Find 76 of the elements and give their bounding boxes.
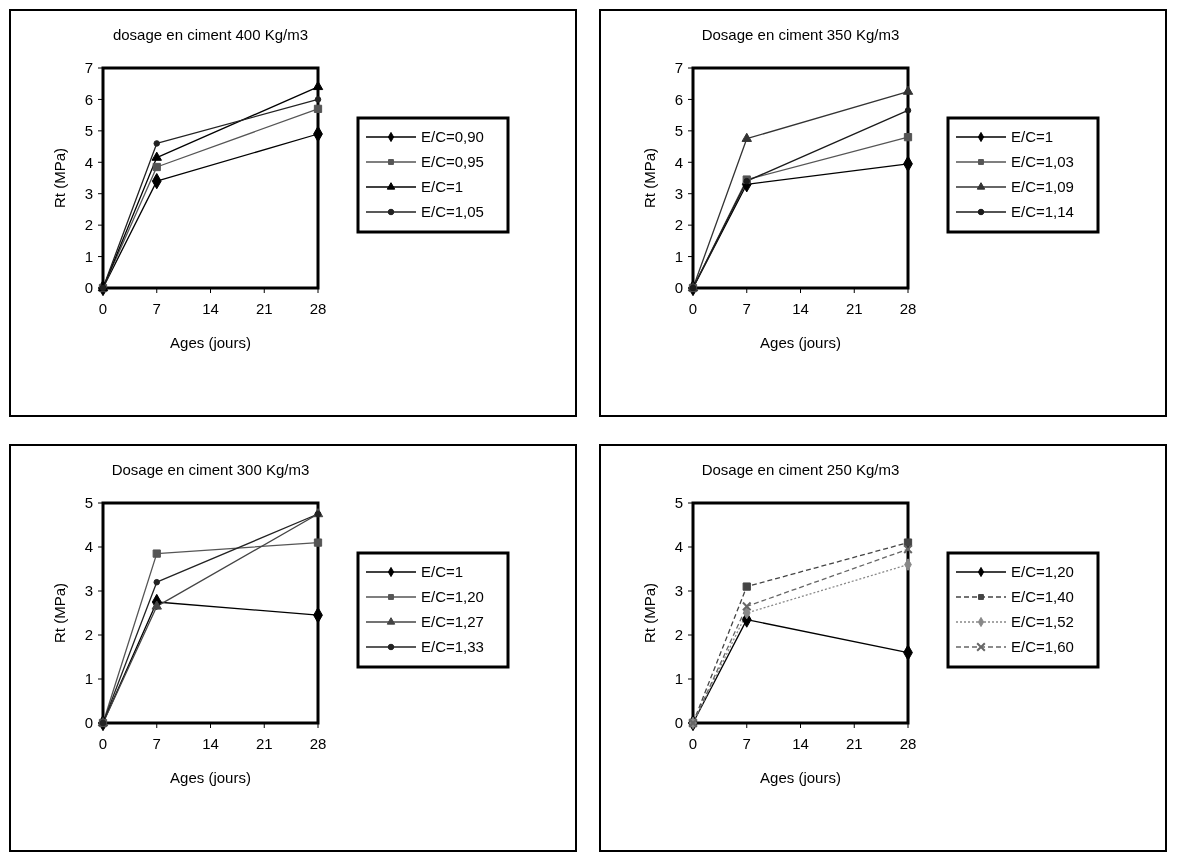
x-tick-label: 21 [255, 300, 273, 317]
x-axis-title: Ages (jours) [170, 334, 251, 351]
y-tick-label: 1 [84, 670, 93, 688]
x-tick-label: 7 [152, 735, 161, 752]
x-tick-label: 28 [899, 300, 917, 317]
y-tick-label: 0 [674, 714, 683, 732]
x-axis-title: Ages (jours) [170, 769, 251, 786]
y-tick-label: 4 [84, 153, 93, 171]
y-tick-label: 3 [674, 184, 683, 202]
x-tick-label: 0 [98, 300, 108, 317]
y-tick-label: 2 [674, 216, 683, 234]
legend-label: E/C=1,14 [1011, 203, 1074, 221]
y-tick-label: 2 [84, 626, 93, 644]
legend-label: E/C=0,95 [421, 153, 484, 171]
x-tick-label: 28 [309, 735, 327, 752]
y-tick-label: 5 [674, 122, 683, 140]
x-tick-label: 28 [309, 300, 327, 317]
legend-label: E/C=1 [421, 563, 464, 581]
y-axis-title: Rt (MPa) [641, 148, 658, 208]
y-tick-label: 4 [674, 153, 683, 171]
x-tick-label: 28 [899, 735, 917, 752]
y-tick-label: 0 [84, 279, 93, 297]
y-tick-label: 6 [84, 90, 93, 108]
x-tick-label: 0 [98, 735, 108, 752]
y-axis-title: Rt (MPa) [51, 148, 68, 208]
y-axis-title: Rt (MPa) [641, 583, 658, 643]
legend-label: E/C=1,33 [421, 638, 484, 656]
legend-label: E/C=1,05 [421, 203, 484, 221]
legend-label: E/C=1,40 [1011, 588, 1074, 606]
y-tick-label: 2 [84, 216, 93, 234]
y-tick-label: 1 [674, 670, 683, 688]
x-tick-label: 7 [742, 735, 751, 752]
chart-title: Dosage en ciment 250 Kg/m3 [701, 461, 900, 478]
y-tick-label: 0 [84, 714, 93, 732]
x-tick-label: 7 [152, 300, 161, 317]
x-tick-label: 21 [845, 300, 863, 317]
legend-label: E/C=0,90 [421, 128, 484, 146]
y-tick-label: 5 [84, 122, 93, 140]
legend-label: E/C=1,20 [421, 588, 484, 606]
legend-label: E/C=1,20 [1011, 563, 1074, 581]
x-axis-title: Ages (jours) [760, 769, 841, 786]
legend-label: E/C=1 [1011, 128, 1054, 146]
chart-title: Dosage en ciment 300 Kg/m3 [111, 461, 310, 478]
y-tick-label: 3 [84, 582, 93, 600]
y-tick-label: 3 [84, 184, 93, 202]
y-tick-label: 0 [674, 279, 683, 297]
x-tick-label: 0 [688, 300, 698, 317]
x-tick-label: 21 [845, 735, 863, 752]
x-tick-label: 7 [742, 300, 751, 317]
y-tick-label: 6 [674, 90, 683, 108]
chart-title: dosage en ciment 400 Kg/m3 [112, 26, 309, 43]
x-tick-label: 14 [202, 735, 219, 752]
legend-label: E/C=1 [421, 178, 464, 196]
y-tick-label: 4 [84, 538, 93, 556]
y-tick-label: 1 [674, 247, 683, 265]
y-tick-label: 5 [674, 494, 683, 512]
x-tick-label: 21 [255, 735, 273, 752]
y-tick-label: 3 [674, 582, 683, 600]
legend-label: E/C=1,27 [421, 613, 484, 631]
legend-label: E/C=1,60 [1011, 638, 1074, 656]
y-tick-label: 7 [674, 59, 683, 77]
chart-title: Dosage en ciment 350 Kg/m3 [701, 26, 900, 43]
y-tick-label: 2 [674, 626, 683, 644]
x-tick-label: 0 [688, 735, 698, 752]
legend-label: E/C=1,03 [1011, 153, 1074, 171]
y-tick-label: 7 [84, 59, 93, 77]
legend-label: E/C=1,09 [1011, 178, 1074, 196]
x-tick-label: 14 [202, 300, 219, 317]
x-axis-title: Ages (jours) [760, 334, 841, 351]
legend-label: E/C=1,52 [1011, 613, 1074, 631]
x-tick-label: 14 [792, 735, 809, 752]
y-tick-label: 1 [84, 247, 93, 265]
y-tick-label: 4 [674, 538, 683, 556]
y-tick-label: 5 [84, 494, 93, 512]
x-tick-label: 14 [792, 300, 809, 317]
y-axis-title: Rt (MPa) [51, 583, 68, 643]
